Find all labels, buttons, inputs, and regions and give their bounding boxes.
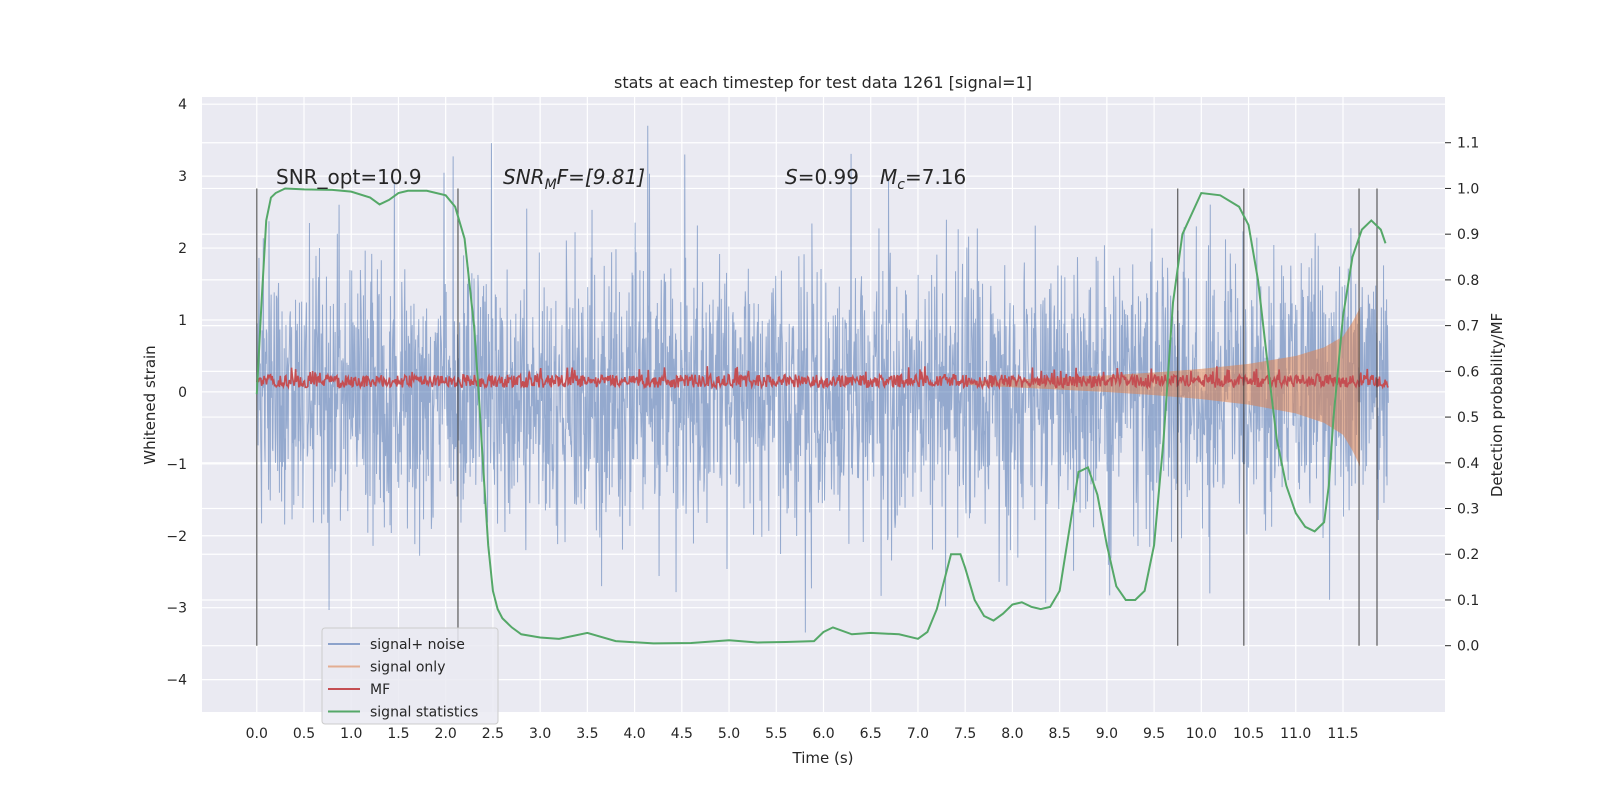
y-left-tick-label: 4	[178, 97, 187, 113]
legend: signal+ noise signal only MF signal statist…	[321, 627, 499, 725]
y-right-tick-label: 0.3	[1457, 502, 1479, 518]
y-left-tick-label: −1	[166, 457, 187, 473]
s-label: S	[785, 165, 798, 189]
y-right-tick-label: 0.8	[1457, 273, 1479, 289]
y-right-tick-label: 1.1	[1457, 136, 1479, 152]
chart-title: stats at each timestep for test data 126…	[614, 73, 1032, 92]
snr-mf-rest: F=[9.81]	[557, 165, 645, 189]
mc-label: M	[880, 165, 897, 189]
y-left-tick-label: −4	[166, 673, 187, 689]
x-tick-label: 0.5	[293, 726, 315, 742]
s-value: =0.99	[798, 165, 859, 189]
y-right-axis-label: Detection probability/MF	[1488, 313, 1506, 497]
x-tick-label: 9.0	[1096, 726, 1118, 742]
x-tick-label: 0.0	[246, 726, 268, 742]
legend-label: signal statistics	[370, 705, 478, 721]
y-left-tick-label: −2	[166, 529, 187, 545]
x-tick-label: 5.5	[765, 726, 787, 742]
legend-label: signal+ noise	[370, 637, 465, 653]
legend-box	[321, 627, 499, 725]
legend-label: signal only	[370, 660, 445, 676]
y-right-tick-label: 0.6	[1457, 364, 1479, 380]
x-tick-label: 11.0	[1280, 726, 1311, 742]
x-tick-label: 9.5	[1143, 726, 1165, 742]
y-left-tick-label: 3	[178, 169, 187, 185]
y-right-tick-label: 0.9	[1457, 227, 1479, 243]
y-right-tick-label: 1.0	[1457, 181, 1479, 197]
x-tick-label: 2.5	[482, 726, 504, 742]
mf-series	[255, 366, 1389, 391]
y-left-tick-label: 1	[178, 313, 187, 329]
annotation-snr-mf: SNRMF=[9.81]	[503, 165, 645, 193]
x-tick-label: 4.0	[623, 726, 645, 742]
x-tick-label: 1.5	[387, 726, 409, 742]
y-right-axis-ticks: 1.1 1.0 0.9 0.8 0.7 0.6 0.5 0.4 0.3 0.2 0.1 0.0	[1445, 136, 1479, 655]
x-axis-ticks: 0.0 0.5 1.0 1.5 2.0 2.5 3.0 3.5 4.0 4.5 5.0 5.5 6.0 6…	[246, 726, 1359, 742]
y-right-tick-label: 0.5	[1457, 410, 1479, 426]
y-right-tick-label: 0.0	[1457, 639, 1479, 655]
x-tick-label: 10.5	[1233, 726, 1264, 742]
y-right-tick-label: 0.2	[1457, 547, 1479, 563]
snr-mf-sub: M	[545, 177, 557, 193]
x-tick-label: 6.0	[812, 726, 834, 742]
x-tick-label: 10.0	[1186, 726, 1217, 742]
signal-plus-noise-series	[256, 125, 1389, 633]
x-tick-label: 2.0	[435, 726, 457, 742]
y-left-tick-label: 0	[178, 385, 187, 401]
x-tick-label: 3.5	[576, 726, 598, 742]
x-tick-label: 3.0	[529, 726, 551, 742]
signal-only-series	[965, 307, 1360, 467]
x-tick-label: 1.0	[340, 726, 362, 742]
y-left-axis-label: Whitened strain	[141, 345, 159, 464]
legend-label: MF	[370, 682, 390, 698]
annotation-mc: Mc=7.16	[880, 165, 966, 193]
y-right-tick-label: 0.4	[1457, 456, 1479, 472]
y-right-tick-label: 0.7	[1457, 319, 1479, 335]
y-left-axis-ticks: 4 3 2 1 0 −1 −2 −3 −4	[166, 97, 187, 688]
snr-mf-base: SNR	[503, 165, 545, 189]
noise-path	[256, 125, 1389, 633]
y-left-tick-label: −3	[166, 601, 187, 617]
annotation-snr-opt: SNR_opt=10.9	[276, 165, 422, 189]
mc-sub: c	[897, 177, 905, 193]
x-tick-label: 11.5	[1327, 726, 1358, 742]
x-tick-label: 6.5	[860, 726, 882, 742]
x-tick-label: 4.5	[671, 726, 693, 742]
x-tick-label: 7.5	[954, 726, 976, 742]
x-tick-label: 7.0	[907, 726, 929, 742]
x-tick-label: 8.0	[1001, 726, 1023, 742]
vertical-markers	[256, 188, 1378, 646]
x-tick-label: 8.5	[1048, 726, 1070, 742]
signal-statistics-series	[255, 187, 1387, 645]
x-axis-label: Time (s)	[792, 749, 854, 767]
annotation-s: S=0.99	[785, 165, 859, 189]
x-tick-label: 5.0	[718, 726, 740, 742]
mc-value: =7.16	[905, 165, 966, 189]
y-right-tick-label: 0.1	[1457, 593, 1479, 609]
y-left-tick-label: 2	[178, 241, 187, 257]
